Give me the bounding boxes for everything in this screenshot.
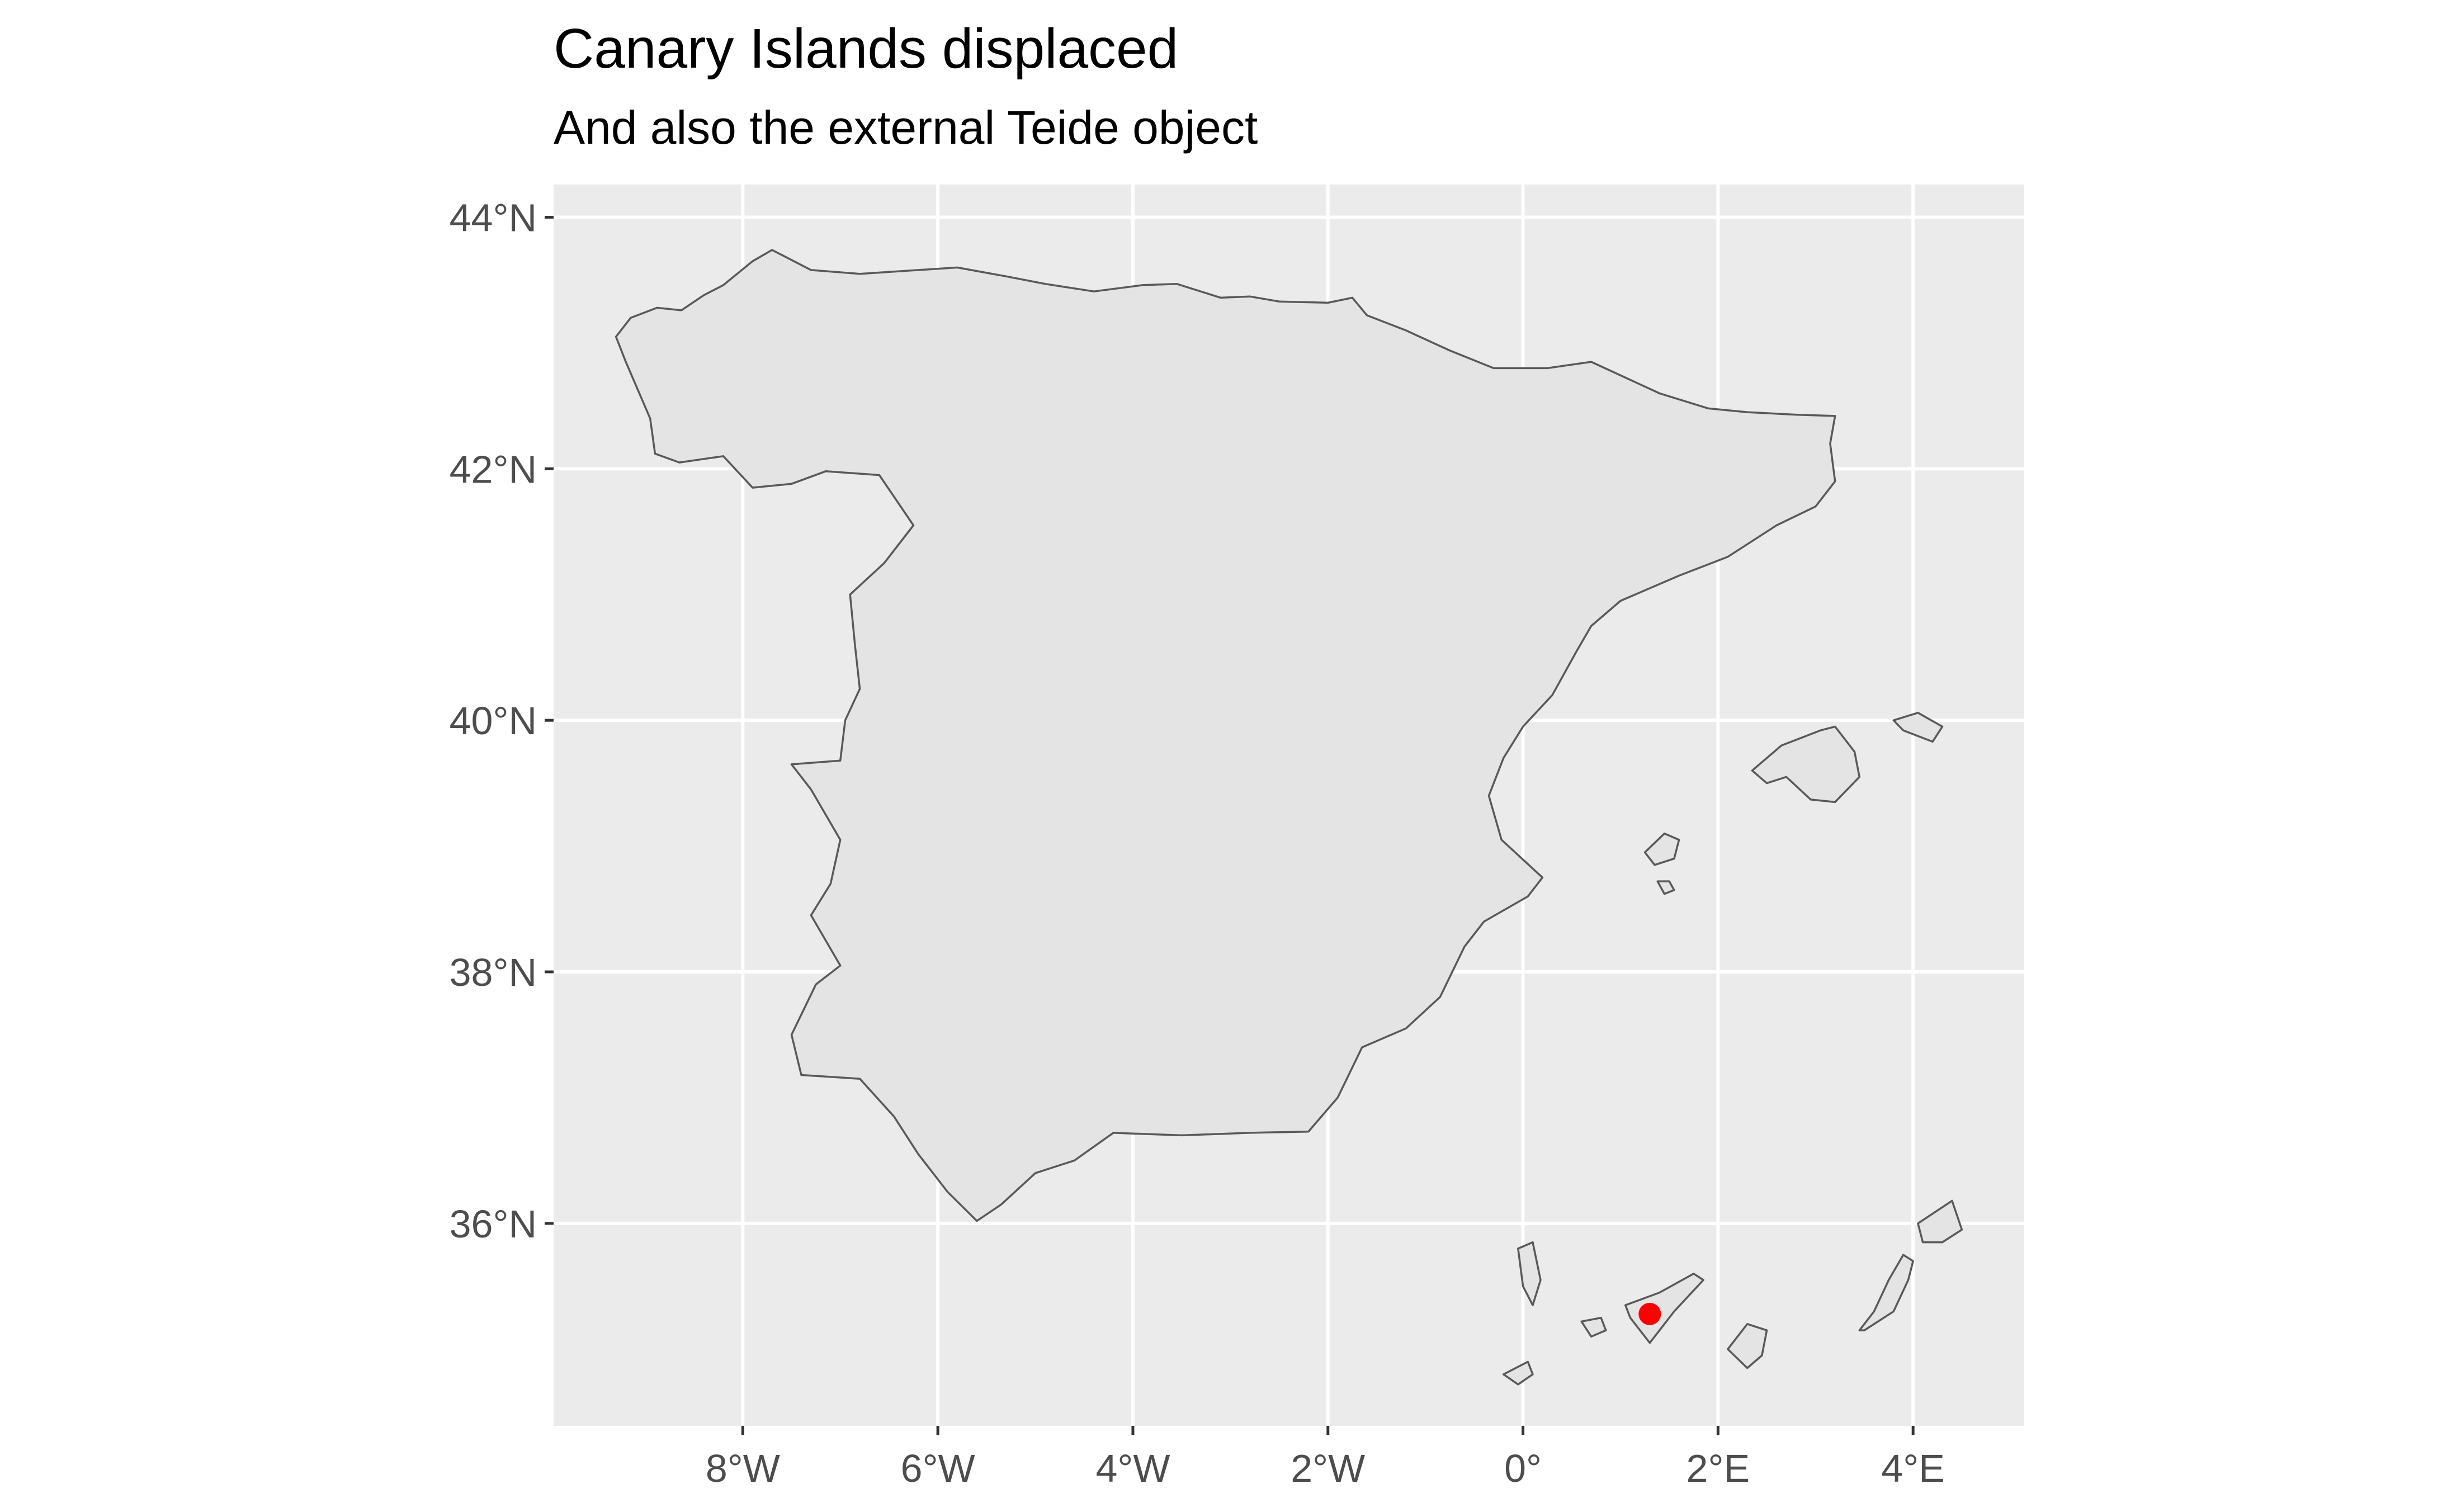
y-tick-label: 42°N	[450, 447, 537, 491]
region-el-hierro	[1502, 1360, 1534, 1386]
x-tick-label: 0°	[1504, 1447, 1542, 1490]
region-la-palma	[1517, 1241, 1542, 1306]
y-tick-label: 36°N	[450, 1202, 537, 1246]
x-tick-label: 2°W	[1291, 1447, 1365, 1490]
point-teide	[1638, 1302, 1661, 1325]
region-lanzarote	[1917, 1199, 1963, 1244]
x-tick-label: 6°W	[901, 1447, 975, 1490]
region-spain-mainland	[615, 249, 1836, 1222]
region-tenerife	[1624, 1273, 1704, 1344]
map-title: Canary Islands displaced	[554, 17, 1179, 80]
y-tick-label: 38°N	[450, 951, 537, 994]
x-tick-label: 8°W	[706, 1447, 780, 1490]
region-ibiza	[1643, 832, 1680, 866]
map-points	[1638, 1302, 1661, 1325]
axes: 8°W 6°W 4°W 2°W 0° 2°E 4°E 44°N 42°N 40°N 38°N 36°N	[450, 196, 1945, 1490]
region-mallorca	[1751, 725, 1861, 804]
region-fuerteventura	[1858, 1254, 1914, 1331]
x-tick-label: 4°E	[1881, 1447, 1945, 1490]
map-subtitle: And also the external Teide object	[554, 101, 1258, 154]
x-tick-label: 2°E	[1687, 1447, 1750, 1490]
y-tick-label: 44°N	[450, 196, 537, 239]
region-gran-canaria	[1727, 1323, 1768, 1369]
y-tick-label: 40°N	[450, 699, 537, 743]
land-regions	[615, 249, 1963, 1386]
x-tick-label: 4°W	[1095, 1447, 1170, 1490]
region-la-gomera	[1580, 1316, 1607, 1338]
region-formentera	[1656, 880, 1675, 895]
region-menorca	[1892, 711, 1944, 743]
